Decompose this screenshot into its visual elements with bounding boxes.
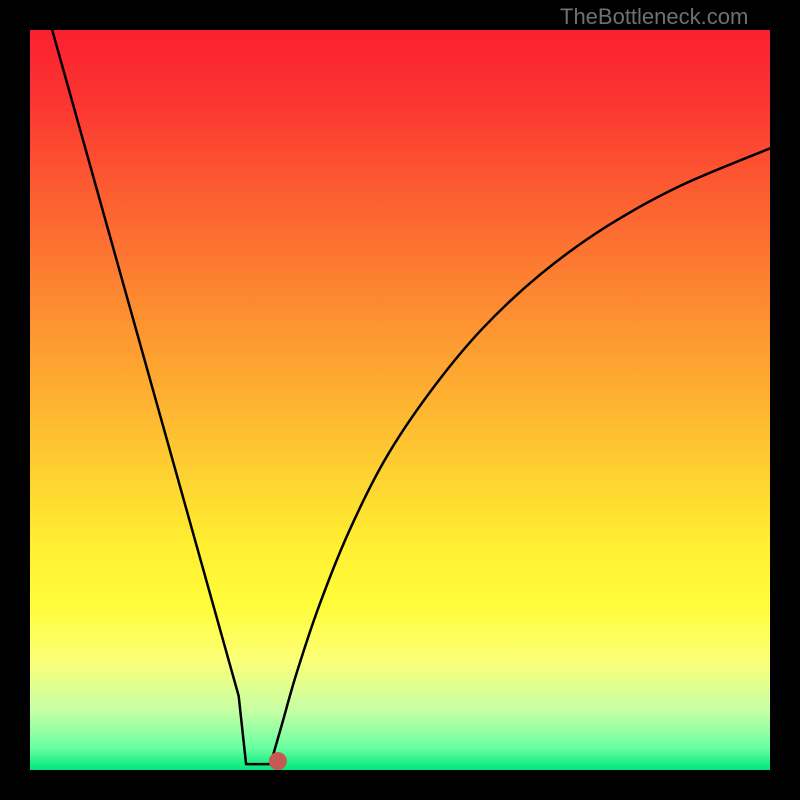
bottleneck-chart: [0, 0, 800, 800]
optimal-point-marker: [269, 752, 287, 770]
gradient-background: [30, 30, 770, 770]
chart-frame: TheBottleneck.com: [0, 0, 800, 800]
watermark-text: TheBottleneck.com: [560, 4, 748, 30]
